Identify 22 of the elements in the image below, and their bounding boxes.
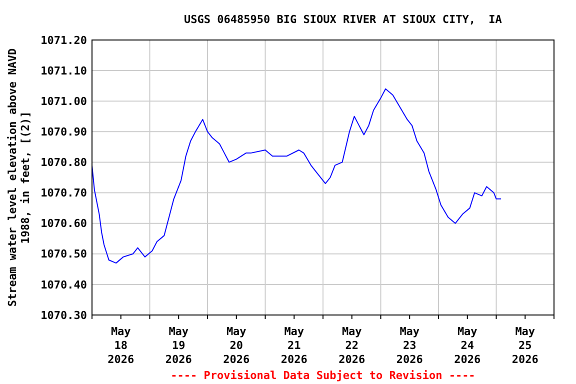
- y-tick-label: 1070.90: [40, 126, 87, 139]
- x-tick-label: May 21 2026: [280, 325, 308, 366]
- y-tick-label: 1070.40: [40, 278, 87, 292]
- y-tick-label: 1071.00: [40, 94, 87, 108]
- text: ---- Provisional Data Subject to Revision ----: [170, 369, 476, 382]
- y-tick-label: 1071.20: [40, 34, 87, 47]
- y-tick-label: 1070.30: [40, 308, 87, 322]
- line-series: [92, 88, 502, 264]
- y-tick-label: 1070.80: [40, 156, 87, 170]
- x-tick-label: May 18 2026: [108, 325, 134, 366]
- y-tick-label: 1070.50: [40, 248, 87, 261]
- x-tick-label: May 22 2026: [338, 325, 366, 366]
- y-tick-label: 1071.10: [40, 64, 87, 78]
- x-tick-label: May 23 2026: [396, 325, 424, 366]
- x-tick-label: May 20 2026: [223, 325, 250, 366]
- x-tick-label: May 24 2026: [454, 325, 481, 366]
- y-tick-label: 1070.70: [40, 186, 87, 200]
- chart-title: USGS 06485950 BIG SIOUX RIVER AT SIOUX CITY, IA: [184, 13, 502, 26]
- x-tick-label: May 25 2026: [512, 325, 539, 366]
- y-axis-title: Stream water level elevation above NAVD 1988, in feet, [(2)]: [6, 48, 32, 307]
- x-tick-label: May 19 2026: [165, 325, 192, 366]
- y-tick-label: 1070.60: [40, 217, 87, 230]
